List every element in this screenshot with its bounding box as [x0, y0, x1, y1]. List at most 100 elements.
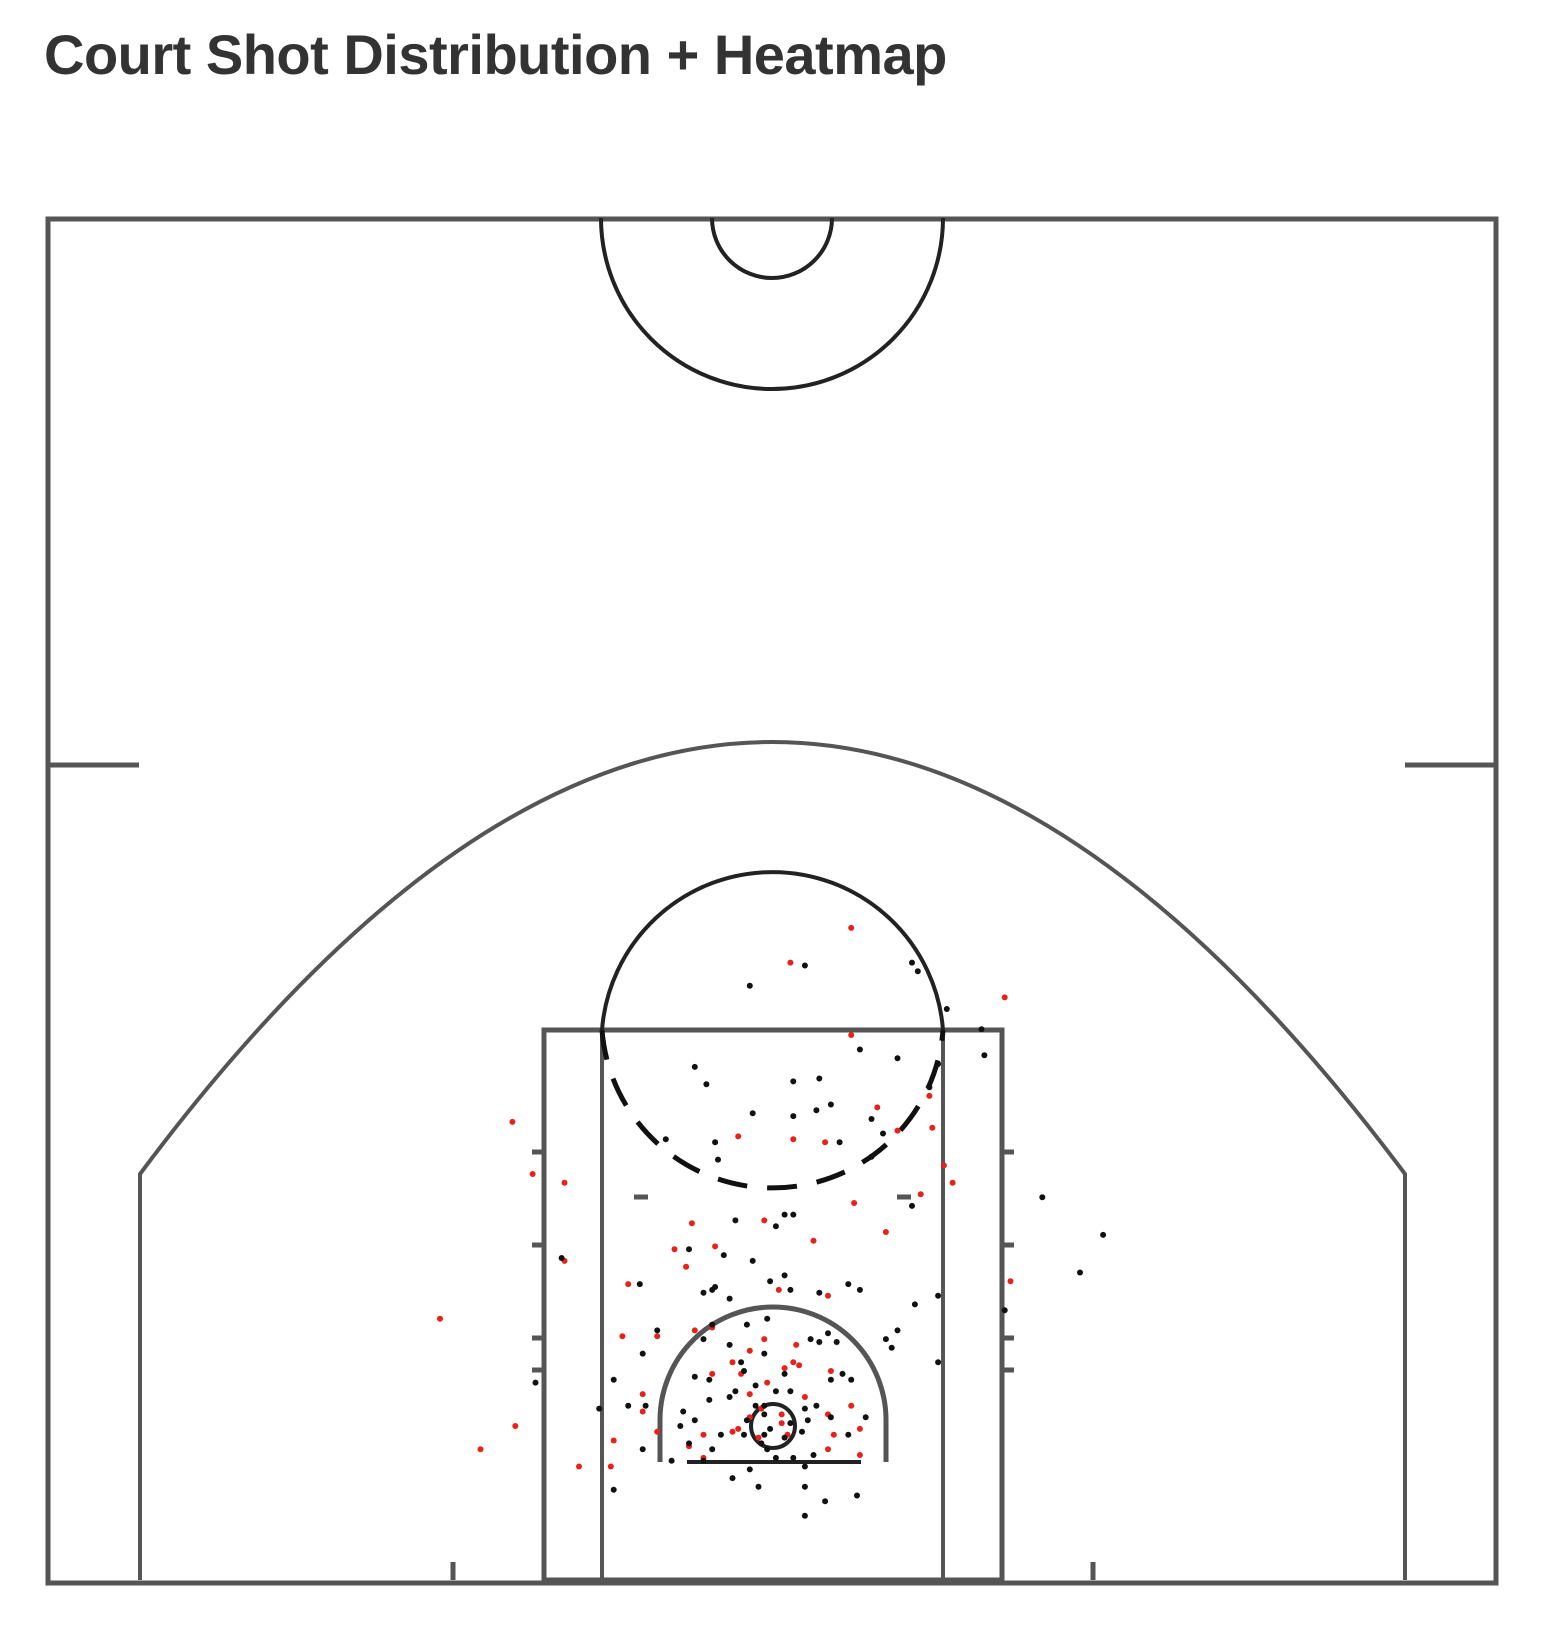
shot-point: [888, 1344, 895, 1351]
shot-point: [804, 1417, 811, 1424]
shot-point: [596, 1405, 603, 1412]
shot-point: [787, 1388, 794, 1395]
shot-point: [813, 1107, 820, 1114]
shot-point: [926, 1084, 933, 1091]
shot-point: [529, 1171, 536, 1177]
shot-point: [1007, 1278, 1014, 1285]
shot-point: [935, 1061, 942, 1067]
shot-point: [935, 1292, 942, 1299]
shot-point: [978, 1026, 985, 1033]
shot-point: [743, 1321, 750, 1328]
shot-point: [709, 1446, 716, 1453]
shot-point: [761, 1217, 768, 1224]
shot-point: [810, 1237, 817, 1244]
shot-point: [741, 1431, 747, 1438]
shot-point: [752, 1402, 759, 1409]
court-boundary: [45, 216, 1499, 1586]
shot-point: [856, 1425, 863, 1432]
shot-point: [743, 1417, 750, 1424]
shot-point: [677, 1423, 684, 1429]
shot-point: [790, 1136, 797, 1143]
shot-point: [691, 1063, 698, 1070]
shot-point: [917, 1191, 924, 1198]
shot-point: [851, 1200, 858, 1206]
shot-point: [625, 1281, 632, 1288]
shot-point: [787, 1286, 794, 1293]
shot-point: [911, 1301, 918, 1308]
shot-point: [868, 1116, 875, 1122]
free-throw-circle-top: [600, 870, 945, 1031]
shot-point: [810, 1452, 817, 1458]
shot-point: [671, 1246, 678, 1253]
lane-marks: [532, 1149, 1014, 1373]
shot-point: [761, 1431, 768, 1438]
shot-point: [709, 1321, 716, 1328]
shot-point: [680, 1408, 687, 1415]
shot-point: [764, 1446, 771, 1453]
shot-point: [874, 1104, 881, 1111]
shot-point: [772, 1388, 779, 1395]
shot-point: [764, 1315, 771, 1322]
shot-point: [914, 968, 921, 975]
shot-point: [845, 1281, 852, 1288]
shot-point: [700, 1431, 707, 1438]
shot-point: [755, 1483, 762, 1490]
shot-point: [807, 1336, 814, 1343]
shot-point: [790, 1211, 797, 1218]
shot-point: [813, 1402, 820, 1409]
shot-point: [703, 1081, 710, 1088]
shot-point: [790, 1359, 797, 1366]
shot-point: [706, 1376, 713, 1383]
shot-point: [775, 1286, 782, 1293]
shot-point: [943, 1006, 950, 1012]
shot-point: [610, 1376, 617, 1383]
shot-point: [686, 1246, 692, 1253]
shot-point: [700, 1457, 707, 1464]
shot-point: [827, 1101, 834, 1108]
shot-point: [816, 1075, 823, 1082]
shot-point: [691, 1417, 698, 1424]
shot-point: [767, 1278, 774, 1285]
shot-point: [790, 1113, 797, 1120]
shot-point: [700, 1289, 707, 1296]
shot-point: [668, 1457, 675, 1464]
shot-point: [793, 1341, 800, 1348]
shot-point: [848, 924, 855, 931]
shot-point: [749, 1257, 756, 1264]
shot-point: [848, 1402, 855, 1409]
shot-point: [839, 1370, 846, 1377]
shot-point: [935, 1359, 942, 1366]
shot-point: [636, 1281, 643, 1288]
shot-point: [639, 1408, 646, 1415]
shot-point: [882, 1336, 889, 1343]
shot-point: [909, 1202, 915, 1209]
shot-point: [825, 1330, 831, 1337]
shot-point: [790, 1454, 797, 1461]
shot-point: [801, 1483, 808, 1490]
shot-point: [781, 1272, 788, 1279]
shot-point: [845, 1431, 852, 1438]
shot-point: [781, 1211, 788, 1218]
shot-point: [894, 1127, 901, 1134]
shot-point: [691, 1327, 698, 1334]
court-lines: [45, 216, 1499, 1586]
shot-point: [894, 1055, 901, 1062]
shot-point: [778, 1420, 785, 1427]
shot-point: [746, 1466, 753, 1473]
shot-point: [827, 1368, 834, 1374]
shot-point: [752, 1382, 759, 1389]
shot-point: [726, 1341, 733, 1348]
shot-point: [909, 959, 915, 966]
shot-point: [926, 1092, 933, 1099]
shot-point: [940, 1162, 947, 1169]
shot-point: [830, 1431, 837, 1438]
shot-point: [816, 1339, 823, 1345]
chart-title: Court Shot Distribution + Heatmap: [44, 23, 947, 86]
shot-point: [796, 1362, 803, 1369]
free-throw-circle-bottom: [599, 1029, 946, 1191]
shot-point: [1001, 994, 1008, 1001]
shot-point: [741, 1368, 747, 1374]
shot-point: [639, 1391, 646, 1398]
shot-point: [856, 1046, 863, 1053]
shot-point: [706, 1396, 713, 1403]
